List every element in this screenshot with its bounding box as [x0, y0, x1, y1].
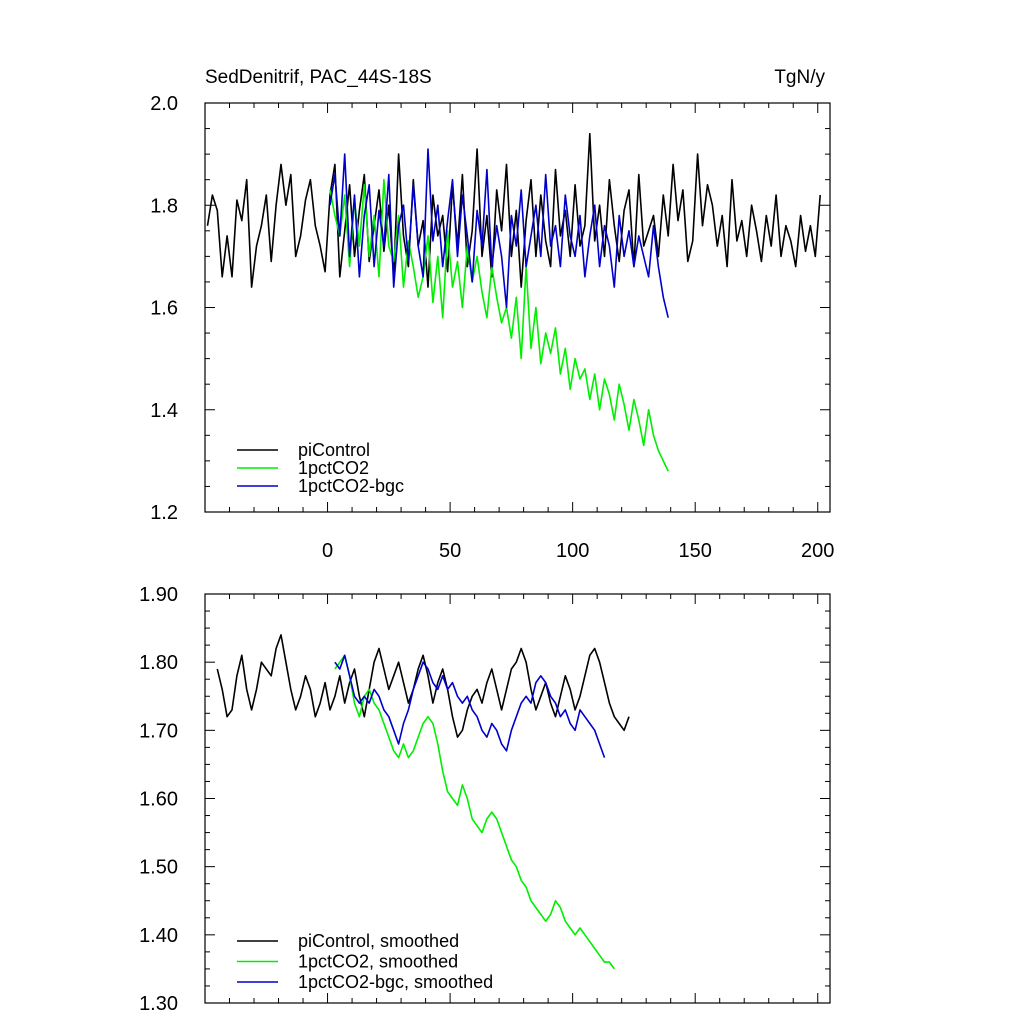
top-panel: SedDenitrif, PAC_44S-18S TgN/y 1.2 1.4 1.6… — [150, 67, 834, 562]
y-tick-label: 1.90 — [139, 584, 178, 606]
y-tick-label: 1.30 — [139, 993, 178, 1015]
legend-label: 1pctCO2-bgc — [298, 476, 404, 496]
y-tick-label: 1.8 — [150, 195, 178, 217]
y-tick-label: 2.0 — [150, 93, 178, 115]
series-line-picontrol-smoothed — [216, 634, 630, 738]
legend-label: 1pctCO2, smoothed — [298, 952, 458, 972]
y-tick-label: 1.60 — [139, 789, 178, 811]
y-tick-label: 1.50 — [139, 857, 178, 879]
x-tick-label: 0 — [322, 540, 333, 562]
x-tick-label: 100 — [556, 540, 589, 562]
bottom-panel: 1.30 1.40 1.50 1.60 1.70 1.80 1.90 piControl, s… — [139, 584, 831, 1015]
y-tick-label: 1.70 — [139, 720, 178, 742]
x-tick-label: 200 — [801, 540, 834, 562]
y-tick-label: 1.6 — [150, 298, 178, 320]
y-tick-label: 1.2 — [150, 502, 178, 524]
legend-label: 1pctCO2 — [298, 458, 369, 478]
y-tick-label: 1.4 — [150, 400, 178, 422]
series-line-picontrol — [206, 132, 821, 288]
y-tick-label: 1.80 — [139, 652, 178, 674]
x-tick-label: 150 — [679, 540, 712, 562]
y-tick-label: 1.40 — [139, 925, 178, 947]
legend-label: piControl, smoothed — [298, 931, 459, 951]
series-line-1pctco2-smoothed — [334, 654, 615, 970]
series-line-1pctco2-bgc — [329, 148, 669, 318]
legend-label: piControl — [298, 440, 370, 460]
top-chart-units: TgN/y — [774, 67, 825, 88]
series-line-1pctco2-bgc-smoothed — [334, 654, 606, 758]
top-chart-title: SedDenitrif, PAC_44S-18S — [205, 67, 432, 88]
x-tick-label: 50 — [439, 540, 461, 562]
legend-label: 1pctCO2-bgc, smoothed — [298, 972, 493, 992]
